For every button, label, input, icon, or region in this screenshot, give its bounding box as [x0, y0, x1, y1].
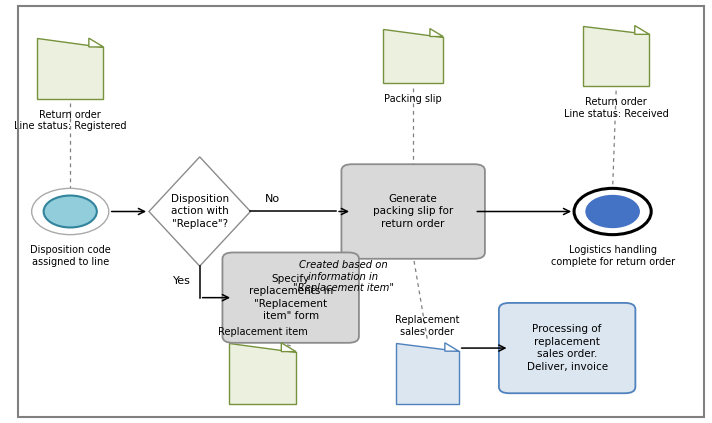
- Text: Return order
Line status: Received: Return order Line status: Received: [564, 97, 669, 118]
- Text: Disposition code
assigned to line: Disposition code assigned to line: [30, 245, 110, 267]
- Polygon shape: [149, 157, 251, 266]
- Polygon shape: [383, 29, 443, 83]
- Text: No: No: [264, 194, 280, 204]
- Text: Logistics handling
complete for return order: Logistics handling complete for return o…: [550, 245, 675, 267]
- Circle shape: [574, 188, 651, 235]
- Circle shape: [31, 188, 109, 235]
- Text: Created based on
information in
"Replacement item": Created based on information in "Replace…: [293, 260, 394, 293]
- FancyBboxPatch shape: [222, 253, 359, 343]
- Polygon shape: [396, 343, 459, 404]
- Polygon shape: [430, 29, 443, 36]
- FancyBboxPatch shape: [342, 164, 485, 259]
- Text: Replacement item: Replacement item: [218, 327, 308, 337]
- Circle shape: [586, 195, 639, 228]
- Text: Return order
Line status: Registered: Return order Line status: Registered: [14, 110, 127, 131]
- Polygon shape: [634, 25, 649, 34]
- Text: Packing slip: Packing slip: [384, 94, 442, 104]
- FancyBboxPatch shape: [499, 303, 635, 393]
- Polygon shape: [89, 38, 103, 47]
- Text: Disposition
action with
"Replace"?: Disposition action with "Replace"?: [171, 194, 229, 229]
- Polygon shape: [445, 343, 459, 351]
- Circle shape: [43, 195, 97, 228]
- Polygon shape: [229, 343, 296, 404]
- Text: Specify
replacements in
"Replacement
item" form: Specify replacements in "Replacement ite…: [248, 274, 333, 321]
- Text: Yes: Yes: [174, 276, 192, 286]
- Text: Processing of
replacement
sales order.
Deliver, invoice: Processing of replacement sales order. D…: [527, 324, 608, 372]
- Text: Generate
packing slip for
return order: Generate packing slip for return order: [373, 194, 454, 229]
- Text: Replacement
sales order: Replacement sales order: [395, 315, 459, 337]
- Polygon shape: [583, 25, 649, 86]
- Polygon shape: [281, 343, 296, 352]
- Polygon shape: [37, 38, 103, 99]
